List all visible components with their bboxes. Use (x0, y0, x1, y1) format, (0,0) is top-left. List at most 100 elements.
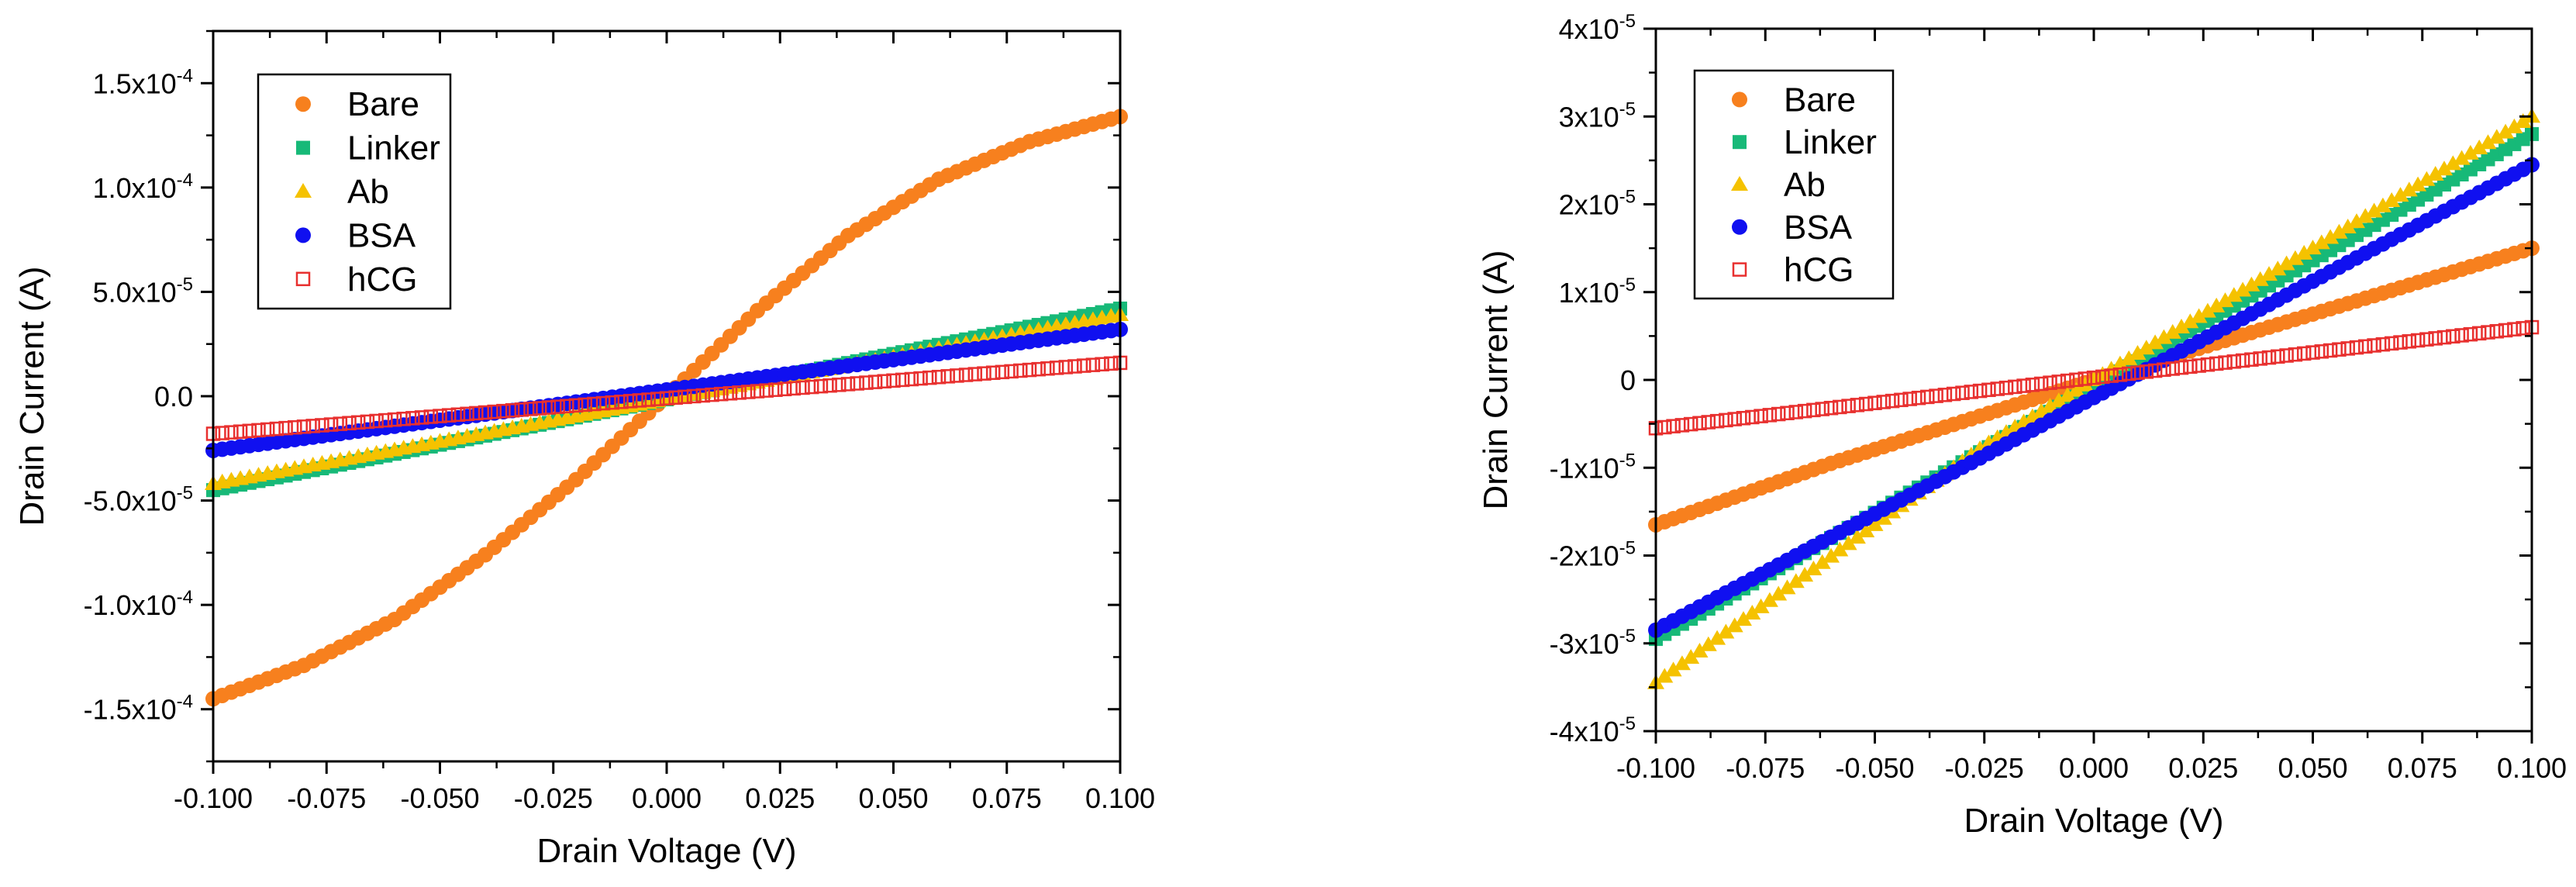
data-point-hcg (2305, 345, 2320, 360)
data-point-hcg (1754, 409, 1768, 423)
data-point-hcg (1683, 416, 1698, 432)
data-point-ab (1743, 605, 1761, 620)
data-point-hcg (2147, 363, 2163, 378)
legend-marker-ab (1731, 176, 1748, 191)
data-point-hcg (1040, 361, 1055, 376)
data-point-ab (2094, 366, 2112, 381)
data-point-hcg (1727, 412, 1742, 426)
data-point-ab (1813, 554, 1831, 569)
data-point-ab (1831, 541, 1849, 557)
data-point-hcg (378, 412, 393, 428)
data-point-hcg (2323, 343, 2338, 358)
legend-label-bsa: BSA (347, 216, 416, 254)
data-point-hcg (1929, 388, 1943, 403)
data-point-ab (2216, 292, 2234, 308)
chart-1: -0.100 -0.075 -0.050 -0.025 0.000 0.025 0.050 0… (13, 29, 1155, 870)
data-point-hcg (2340, 341, 2355, 356)
y-tick-label: -1.0x10-4 (84, 587, 193, 621)
data-point-hcg (305, 419, 320, 433)
data-point-hcg (2498, 323, 2513, 338)
legend-marker-bare (1732, 91, 1747, 108)
data-point-hcg (886, 373, 901, 388)
x-axis-title: Drain Voltage (V) (1964, 802, 2223, 840)
x-tick-label: 0.000 (632, 782, 702, 814)
data-point-ab (2033, 402, 2050, 418)
data-point-hcg (1076, 358, 1091, 373)
data-point-hcg (1771, 406, 1786, 422)
legend-box (257, 73, 452, 310)
legend-marker-bsa (295, 227, 311, 243)
data-point-hcg (278, 420, 293, 436)
data-point-hcg (1031, 361, 1046, 377)
data-point-ab (1857, 523, 1875, 538)
data-point-hcg (1788, 405, 1804, 419)
data-point-hcg (387, 412, 402, 427)
data-point-ab (2198, 302, 2216, 318)
data-point-hcg (2419, 332, 2434, 347)
x-tick-label: -0.025 (514, 782, 593, 814)
data-point-hcg (832, 378, 847, 392)
x-tick-label: 0.075 (972, 782, 1042, 814)
data-point-hcg (1858, 396, 1874, 412)
data-point-hcg (786, 381, 802, 396)
data-point-hcg (1058, 360, 1074, 374)
data-point-ab (2181, 313, 2199, 329)
legend-label-bare: Bare (1784, 81, 1856, 119)
data-point-ab (2155, 329, 2173, 344)
data-point-hcg (678, 389, 692, 405)
data-point-hcg (2112, 368, 2128, 382)
data-point-hcg (496, 403, 511, 419)
data-point-ab (1717, 623, 1735, 639)
data-point-hcg (2209, 356, 2224, 371)
data-point-hcg (514, 402, 529, 417)
data-point-hcg (2393, 335, 2408, 350)
legend-label-bare: Bare (347, 85, 419, 123)
data-point-hcg (2016, 378, 2031, 393)
data-point-hcg (732, 385, 747, 400)
data-point-hcg (2271, 349, 2285, 364)
data-point-hcg (2043, 375, 2057, 390)
y-tick-label: 0 (1620, 364, 1636, 396)
legend-marker-bare (295, 96, 311, 112)
data-point-hcg (985, 365, 1001, 380)
legend-label-bsa: BSA (1784, 209, 1853, 247)
data-point-hcg (922, 370, 937, 385)
legend-marker-hcg (295, 271, 311, 287)
data-point-hcg (505, 402, 520, 418)
data-point-ab (2278, 255, 2295, 271)
data-point-ab (2243, 276, 2260, 292)
data-point-hcg (242, 423, 257, 439)
y-tick-label: 1.0x10-4 (93, 170, 193, 204)
data-point-hcg (2086, 370, 2102, 385)
data-point-ab (2330, 223, 2348, 239)
data-point-ab (2173, 319, 2190, 334)
data-point-hcg (1998, 380, 2014, 395)
data-point-ab (2418, 171, 2436, 186)
data-point-hcg (650, 392, 665, 406)
data-point-hcg (1674, 418, 1690, 433)
legend: Bare Linker Ab BSA hCG (1693, 69, 1895, 300)
data-point-hcg (822, 378, 837, 393)
data-point-ab (2312, 234, 2330, 250)
data-point-ab (2164, 323, 2181, 339)
data-point-hcg (695, 388, 711, 403)
legend-marker-hcg (1732, 262, 1747, 277)
data-point-ab (2322, 229, 2340, 244)
data-point-ab (2479, 134, 2497, 150)
data-point-hcg (641, 392, 656, 407)
data-point-hcg (2489, 324, 2505, 339)
data-point-hcg (2183, 359, 2198, 374)
data-point-hcg (541, 400, 557, 415)
data-point-hcg (587, 396, 602, 412)
data-point-hcg (913, 371, 928, 386)
data-point-hcg (2410, 333, 2426, 348)
data-point-hcg (1981, 382, 1996, 398)
data-point-hcg (1815, 402, 1829, 416)
x-axis-title: Drain Voltage (V) (536, 832, 796, 870)
data-point-hcg (904, 371, 919, 387)
data-point-hcg (233, 424, 248, 439)
data-point-ab (2461, 144, 2479, 160)
data-point-hcg (2463, 326, 2478, 342)
data-point-ab (1691, 642, 1709, 657)
data-point-hcg (2454, 328, 2469, 343)
